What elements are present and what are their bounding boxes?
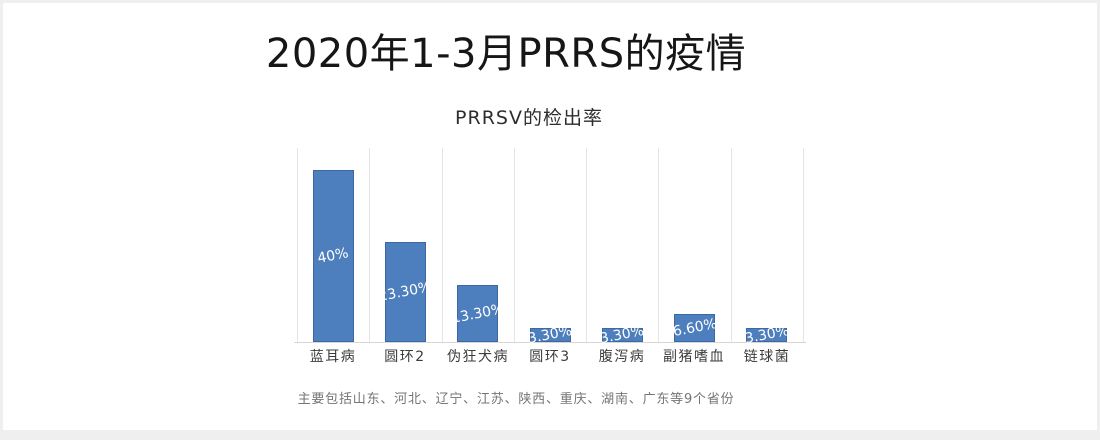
chart-bar xyxy=(457,285,498,342)
chart-title: PRRSV的检出率 xyxy=(455,107,603,129)
gridline xyxy=(513,148,515,342)
gridline xyxy=(369,148,371,342)
category-label: 圆环2 xyxy=(384,349,426,365)
chart-bar xyxy=(674,314,715,342)
chart-bar xyxy=(385,242,426,342)
gridline xyxy=(441,148,443,342)
category-label: 腹泻病 xyxy=(598,349,646,365)
gridline xyxy=(586,148,588,342)
chart-bar xyxy=(602,328,643,342)
category-label: 伪狂犬病 xyxy=(447,349,509,365)
gridline xyxy=(730,148,732,342)
gridline xyxy=(658,148,660,342)
slide-panel xyxy=(3,3,1097,430)
gridline xyxy=(297,148,298,342)
chart-bar xyxy=(530,328,571,342)
category-label: 圆环3 xyxy=(529,349,571,365)
footnote: 主要包括山东、河北、辽宁、江苏、陕西、重庆、湖南、广东等9个省份 xyxy=(297,392,735,407)
x-axis-line xyxy=(294,342,806,343)
chart-bar xyxy=(746,328,787,342)
category-label: 副猪嗜血 xyxy=(663,349,725,365)
slide-title: 2020年1-3月PRRS的疫情 xyxy=(265,31,747,77)
gridline xyxy=(803,148,804,342)
category-label: 蓝耳病 xyxy=(309,349,357,365)
chart-bar xyxy=(313,170,354,342)
category-label: 链球菌 xyxy=(743,349,791,365)
